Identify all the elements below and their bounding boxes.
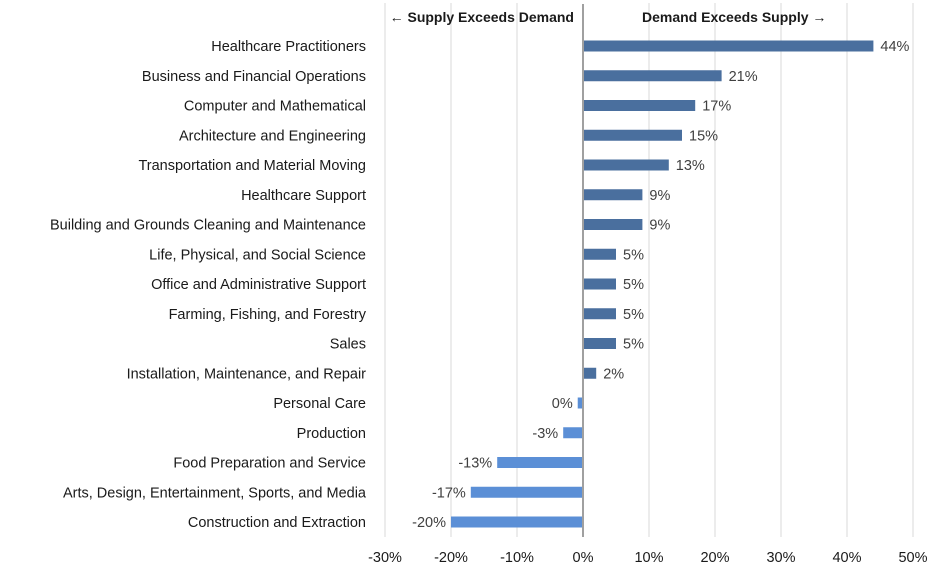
data-label: -13%: [458, 456, 492, 472]
category-labels: Healthcare Practitioners Business and Fin…: [50, 39, 367, 531]
bar: [583, 248, 616, 260]
bar: [583, 189, 643, 201]
bars-group: [451, 40, 874, 528]
category-label: Installation, Maintenance, and Repair: [127, 366, 367, 382]
bar: [583, 338, 616, 349]
data-label: 5%: [623, 277, 644, 293]
category-label: Construction and Extraction: [188, 515, 366, 531]
bar: [583, 308, 616, 320]
bar: [583, 367, 597, 379]
category-label: Computer and Mathematical: [184, 99, 366, 115]
category-label: Transportation and Material Moving: [138, 158, 366, 174]
data-label: 5%: [623, 337, 644, 353]
x-tick-labels: -30% -20% -10% 0% 10% 20% 30% 40% 50%: [368, 550, 928, 566]
data-label: 2%: [603, 366, 624, 382]
data-label: 21%: [729, 69, 758, 85]
x-tick-label: -30%: [368, 550, 402, 566]
data-labels: 44% 21% 17% 15% 13% 9% 9% 5% 5% 5% 5% 2% 0% -3% -13% -1…: [412, 39, 909, 531]
x-tick-label: 20%: [700, 550, 729, 566]
category-label: Healthcare Support: [241, 188, 366, 204]
category-label: Farming, Fishing, and Forestry: [169, 307, 367, 323]
bar: [497, 457, 583, 468]
bar: [583, 278, 616, 290]
bar: [583, 159, 669, 171]
x-tick-label: 30%: [766, 550, 795, 566]
bar: [583, 70, 722, 82]
category-label: Building and Grounds Cleaning and Mainte…: [50, 218, 366, 234]
x-tick-label: -20%: [434, 550, 468, 566]
data-label: 5%: [623, 247, 644, 263]
data-label: 5%: [623, 307, 644, 323]
data-label: 9%: [649, 188, 670, 204]
data-label: 0%: [552, 396, 573, 412]
category-label: Architecture and Engineering: [179, 128, 366, 144]
x-tick-label: 0%: [573, 550, 594, 566]
bar: [583, 40, 874, 52]
grid-lines: [384, 3, 914, 537]
data-label: 15%: [689, 128, 718, 144]
category-label: Healthcare Practitioners: [211, 39, 366, 55]
x-tick-label: 40%: [832, 550, 861, 566]
category-label: Office and Administrative Support: [151, 277, 366, 293]
bar: [470, 486, 583, 498]
category-label: Food Preparation and Service: [173, 456, 366, 472]
x-tick-label: 50%: [898, 550, 927, 566]
data-label: -17%: [432, 485, 466, 501]
x-tick-label: 10%: [634, 550, 663, 566]
x-tick-label: -10%: [500, 550, 534, 566]
bar: [583, 219, 643, 230]
data-label: 17%: [702, 99, 731, 115]
bar: [583, 100, 696, 111]
data-label: -3%: [532, 426, 558, 442]
bar: [577, 397, 583, 409]
bar: [563, 427, 583, 439]
data-label: 9%: [649, 218, 670, 234]
category-label: Arts, Design, Entertainment, Sports, and…: [63, 485, 367, 501]
header-supply-exceeds-demand: ← Supply Exceeds Demand: [390, 9, 574, 25]
bar: [451, 516, 583, 528]
category-label: Personal Care: [273, 396, 366, 412]
data-label: 13%: [676, 158, 705, 174]
data-label: 44%: [880, 39, 909, 55]
category-label: Production: [297, 426, 366, 442]
category-label: Sales: [330, 337, 366, 353]
header-demand-exceeds-supply: Demand Exceeds Supply →: [642, 9, 826, 25]
bar: [583, 129, 682, 141]
data-label: -20%: [412, 515, 446, 531]
category-label: Business and Financial Operations: [142, 69, 366, 85]
category-label: Life, Physical, and Social Science: [149, 247, 366, 263]
